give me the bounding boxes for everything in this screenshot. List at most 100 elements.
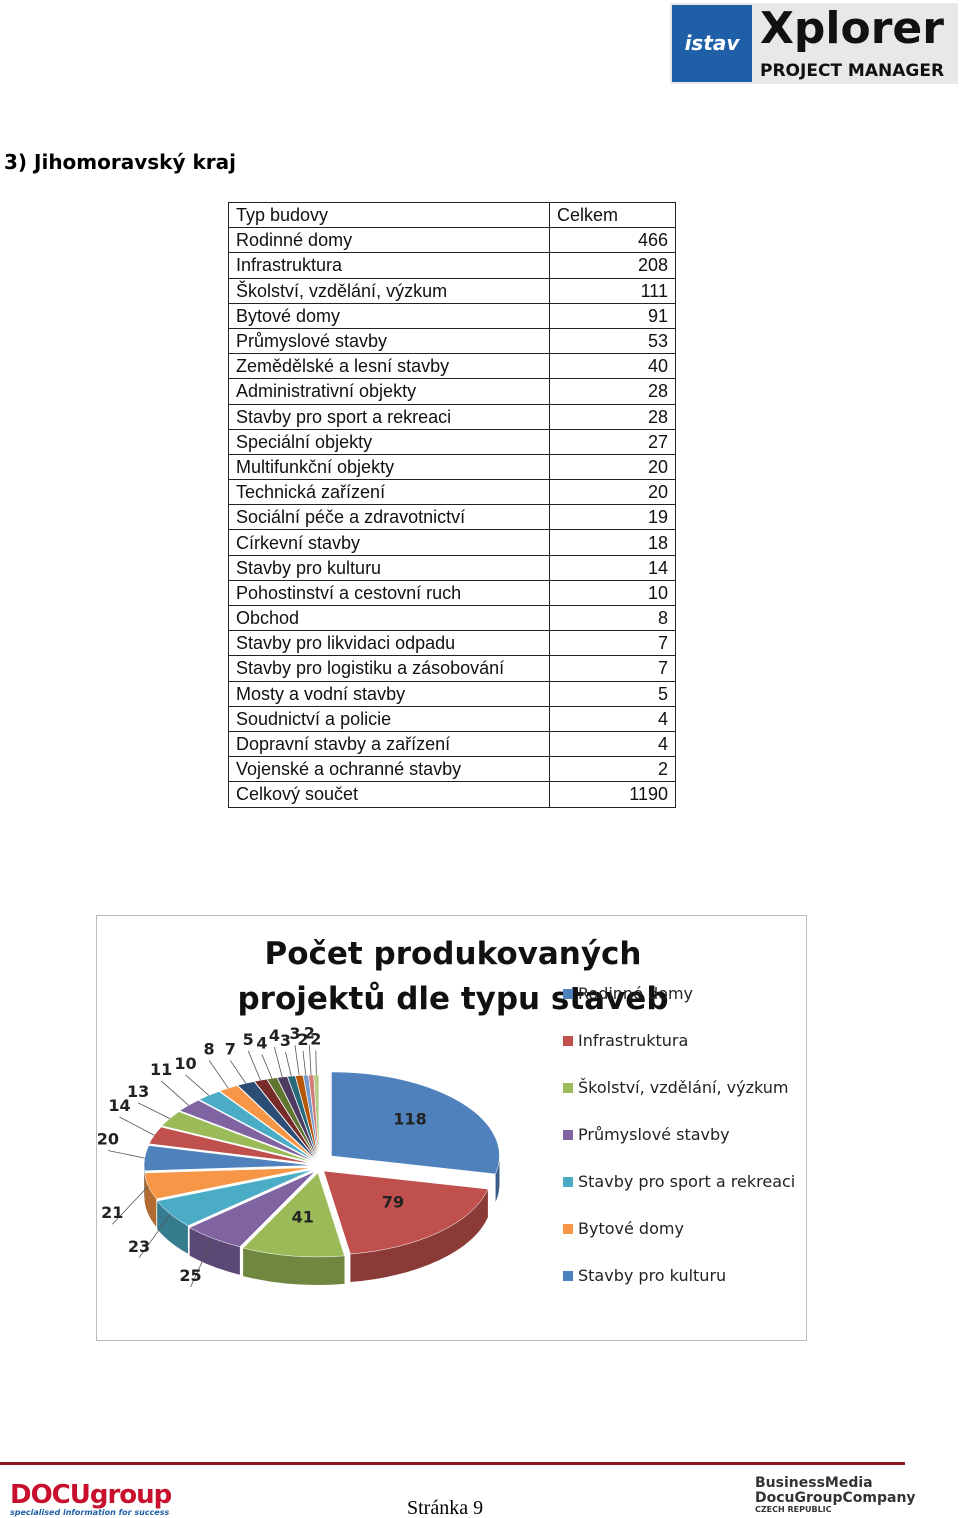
legend-swatch: [563, 1083, 573, 1093]
cell-value: 2: [549, 756, 676, 783]
data-label: 25: [179, 1266, 201, 1285]
slice: [287, 1075, 319, 1160]
cell-value: 111: [549, 277, 676, 304]
cell-label: Pohostinství a cestovní ruch: [228, 579, 550, 607]
cell-value: 5: [549, 680, 676, 707]
data-label: 3: [280, 1031, 291, 1050]
leader-line: [315, 1050, 317, 1076]
table-row: Stavby pro sport a rekreaci 28: [228, 403, 676, 430]
leader-line: [274, 1046, 283, 1078]
cell-label: Soudnictví a policie: [228, 705, 550, 732]
header-cell: Typ budovy: [228, 201, 550, 229]
leader-line: [261, 1054, 273, 1079]
cell-label: Průmyslové stavby: [228, 327, 550, 355]
cell-label: Technická zařízení: [228, 479, 550, 506]
cell-value: 91: [549, 302, 676, 329]
header-row: Typ budovy Celkem: [228, 201, 676, 229]
logo-subtitle: PROJECT MANAGER: [760, 61, 945, 81]
legend-swatch: [563, 1036, 573, 1046]
table-row: Rodinné domy 466: [228, 227, 676, 254]
leader-line: [285, 1051, 292, 1077]
legend-label: Školství, vzdělání, výzkum: [578, 1078, 789, 1097]
cell-value: 1190: [549, 781, 676, 808]
data-label: 8: [204, 1039, 215, 1058]
chart: Počet produkovaných projektů dle typu st…: [96, 915, 807, 1341]
table-row: Administrativní objekty 28: [228, 378, 676, 405]
cell-label: Speciální objekty: [228, 428, 550, 455]
pie-sides: [144, 1155, 500, 1285]
slice: [331, 1071, 500, 1175]
data-label: 5: [243, 1030, 254, 1049]
slice: [323, 1170, 489, 1255]
partner-1: BusinessMedia: [755, 1475, 873, 1491]
legend-label: Infrastruktura: [578, 1031, 688, 1050]
cell-label: Zemědělské a lesní stavby: [228, 353, 550, 380]
cell-value: 20: [549, 453, 676, 481]
cell-label: Multifunkční objekty: [228, 453, 550, 481]
data-label: 7: [225, 1040, 236, 1059]
slice-side: [157, 1201, 188, 1254]
cell-value: 28: [549, 403, 676, 430]
slice-side: [350, 1189, 488, 1283]
slice-side: [144, 1172, 157, 1227]
cell-value: 7: [549, 630, 676, 657]
data-label: 2: [310, 1030, 321, 1049]
leader-line: [230, 1060, 247, 1084]
cell-value: 27: [549, 428, 676, 455]
cell-label: Administrativní objekty: [228, 378, 550, 405]
legend-swatch: [563, 989, 573, 999]
table-row: Pohostinství a cestovní ruch 10: [228, 579, 676, 607]
partner-3: CZECH REPUBLIC: [755, 1505, 832, 1514]
slice: [254, 1078, 317, 1160]
footer-rule: [0, 1462, 905, 1465]
data-label: 4: [269, 1026, 280, 1045]
leader-line: [190, 1238, 214, 1288]
cell-label: Vojenské a ochranné stavby: [228, 756, 550, 783]
table-row: Církevní stavby 18: [228, 529, 676, 556]
table-row: Sociální péče a zdravotnictví 19: [228, 504, 676, 531]
table-row: Průmyslové stavby 53: [228, 327, 676, 355]
cell-value: 7: [549, 655, 676, 682]
footer-tagline: specialised information for success: [10, 1508, 170, 1517]
data-label: 2: [304, 1024, 315, 1043]
legend-swatch: [563, 1177, 573, 1187]
header-cell: Celkem: [549, 201, 676, 229]
cell-label: Sociální péče a zdravotnictví: [228, 504, 550, 531]
table-row: Stavby pro likvidaci odpadu 7: [228, 630, 676, 657]
leader-line: [302, 1050, 307, 1076]
table-row: Infrastruktura 208: [228, 252, 676, 279]
cell-label: Mosty a vodní stavby: [228, 680, 550, 707]
slice: [242, 1172, 345, 1258]
table-row: Školství, vzdělání, výzkum 111: [228, 277, 676, 304]
cell-value: 8: [549, 604, 676, 632]
leader-line: [208, 1060, 229, 1089]
table-row: Multifunkční objekty 20: [228, 453, 676, 481]
cell-label: Stavby pro likvidaci odpadu: [228, 630, 550, 657]
cell-label: Celkový součet: [228, 781, 550, 808]
slice: [144, 1167, 313, 1200]
legend-swatch: [563, 1224, 573, 1234]
cell-label: Stavby pro kulturu: [228, 554, 550, 581]
table-row: Technická zařízení 20: [228, 479, 676, 506]
cell-value: 20: [549, 479, 676, 506]
footer-brand: DOCUgroup: [10, 1480, 172, 1510]
table-row: Vojenské a ochranné stavby 2: [228, 756, 676, 783]
legend-label: Stavby pro kulturu: [578, 1266, 726, 1285]
legend-label: Stavby pro sport a rekreaci: [578, 1172, 795, 1191]
legend-swatch: [563, 1130, 573, 1140]
slice: [237, 1081, 317, 1160]
table-row: Stavby pro kulturu 14: [228, 554, 676, 581]
cell-value: 208: [549, 252, 676, 279]
logo: istav Xplorer PROJECT MANAGER: [670, 3, 958, 84]
data-label: 41: [292, 1208, 314, 1227]
cell-label: Infrastruktura: [228, 252, 550, 279]
cell-value: 4: [549, 705, 676, 732]
cell-label: Stavby pro logistiku a zásobování: [228, 655, 550, 682]
cell-label: Rodinné domy: [228, 227, 550, 254]
logo-left: istav: [672, 5, 752, 82]
cell-value: 40: [549, 353, 676, 380]
table-row: Dopravní stavby a zařízení 4: [228, 730, 676, 758]
